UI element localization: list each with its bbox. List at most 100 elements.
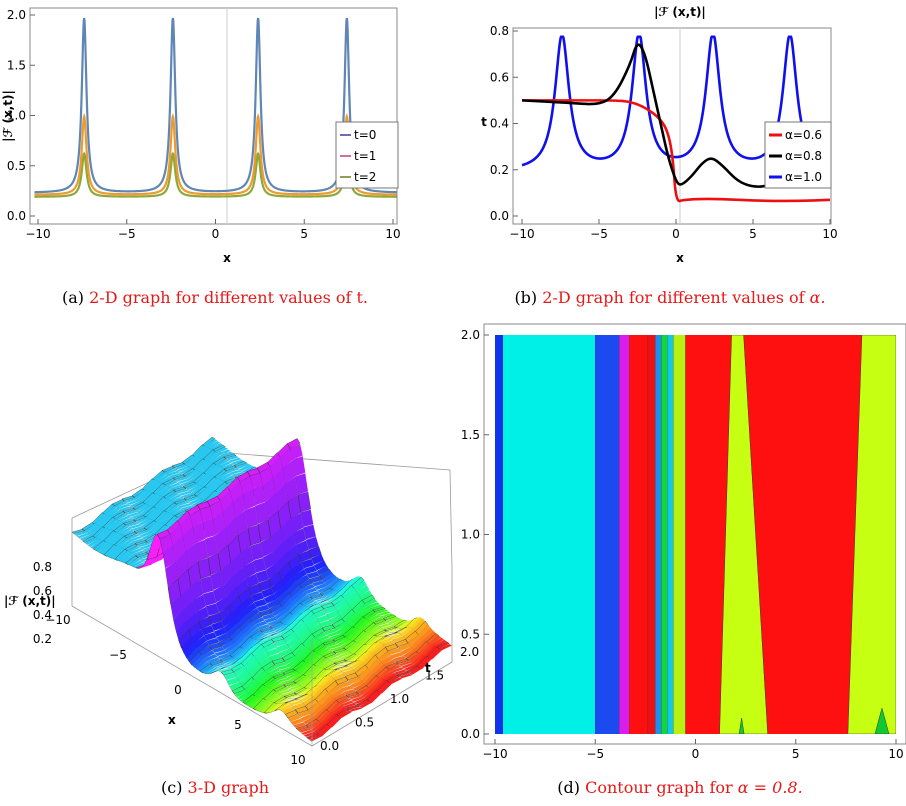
surface-facet: [212, 480, 225, 492]
surface-facet: [106, 545, 120, 558]
surface-facet: [126, 522, 139, 527]
surface-facet: [374, 679, 387, 692]
surface-facet: [320, 649, 334, 657]
surface-facet: [311, 554, 324, 565]
surface-facet: [261, 701, 274, 714]
surface-facet: [353, 683, 366, 692]
surface-facet: [300, 509, 314, 527]
surface-facet: [259, 656, 272, 669]
series-line-t=2: [34, 151, 397, 198]
surface-facet: [239, 464, 252, 471]
surface-facet: [215, 664, 228, 668]
surface-facet: [310, 641, 323, 652]
surface-facet: [254, 620, 268, 628]
surface-facet: [341, 652, 354, 660]
surface-facet: [294, 591, 308, 602]
y-tick-label: 0.0: [7, 209, 26, 223]
contour-band: [661, 335, 668, 734]
surface-facet: [352, 662, 366, 673]
surface-facet: [272, 467, 286, 495]
surface-facet: [364, 598, 378, 606]
surface-facet: [272, 623, 286, 631]
surface-facet: [312, 596, 326, 601]
surface-facet: [197, 447, 210, 459]
surface-facet: [208, 668, 221, 674]
surface-facet: [252, 617, 265, 625]
contour-wedge: [719, 335, 768, 734]
surface-facet: [206, 464, 219, 476]
surface-facet: [287, 601, 300, 614]
surface-facet: [243, 561, 256, 579]
surface-facet: [284, 655, 298, 664]
y-tick-label: 0.5: [7, 159, 26, 173]
surface-facet: [129, 536, 142, 542]
surface-facet: [386, 628, 400, 632]
surface-facet: [378, 651, 391, 663]
surface-facet: [361, 688, 374, 698]
surface-facet: [260, 688, 274, 700]
surface-facet: [319, 620, 332, 628]
surface-facet: [168, 494, 182, 502]
surface-facet: [255, 634, 268, 641]
surface-facet: [280, 679, 294, 685]
surface-facet: [404, 664, 417, 671]
surface-facet: [262, 477, 276, 502]
surface-facet: [117, 550, 130, 562]
surface-facet: [418, 643, 432, 656]
surface-facet: [330, 633, 343, 639]
surface-facet: [315, 645, 328, 654]
surface-facet: [80, 534, 93, 541]
surface-facet: [412, 618, 426, 632]
surface-facet: [346, 641, 359, 652]
surface-facet: [242, 489, 256, 510]
surface-facet: [205, 535, 218, 558]
surface-facet: [251, 592, 264, 602]
surface-facet: [157, 474, 170, 483]
surface-facet: [131, 526, 144, 531]
box-back-edges: [71, 451, 453, 569]
surface-facet: [409, 667, 422, 675]
surface-facet: [368, 614, 381, 622]
surface-facet: [122, 541, 135, 550]
surface-facet: [115, 513, 128, 521]
y-tick-label: 1.0: [390, 692, 409, 706]
surface-facet: [270, 683, 284, 690]
surface-facet: [318, 711, 332, 724]
x-tick-label: −5: [590, 227, 608, 241]
surface-facet: [256, 604, 270, 612]
surface-facet: [304, 637, 318, 650]
surface-facet: [196, 473, 209, 485]
y-tick-label: 1.5: [425, 669, 444, 683]
surface-facet: [329, 715, 342, 728]
surface-facet: [170, 484, 184, 490]
surface-facet: [418, 624, 431, 639]
surface-facet: [349, 654, 362, 662]
surface-facet: [258, 638, 272, 645]
surface-facet: [147, 480, 160, 493]
contour-band: [655, 335, 662, 734]
panel-d-xticks: −10 −5 0 5 10: [482, 739, 904, 761]
surface-facet: [211, 467, 224, 478]
surface-facet: [162, 514, 175, 526]
surface-facet: [297, 647, 310, 661]
surface-facet: [325, 590, 338, 599]
surface-facet: [280, 518, 294, 543]
surface-facet: [240, 693, 253, 702]
surface-facet: [359, 643, 372, 655]
surface-facet: [245, 639, 258, 650]
surface-facet: [360, 621, 374, 632]
z-tick-label: 0.4: [33, 608, 52, 622]
x-tick-label: 10: [822, 227, 837, 241]
surface-facet: [288, 685, 302, 691]
surface-facet: [141, 519, 154, 528]
surface-facet: [105, 518, 118, 530]
surface-facet: [312, 686, 326, 700]
x-tick-label: 0: [672, 227, 680, 241]
panel-d-caption: (d) Contour graph for α = 0.8.: [557, 778, 802, 797]
contour-bands: [495, 335, 896, 734]
surface-facet: [262, 629, 276, 634]
surface-facet: [270, 635, 285, 643]
surface-facet: [236, 669, 250, 682]
surface-facet: [181, 493, 194, 498]
surface-facet: [338, 651, 352, 658]
